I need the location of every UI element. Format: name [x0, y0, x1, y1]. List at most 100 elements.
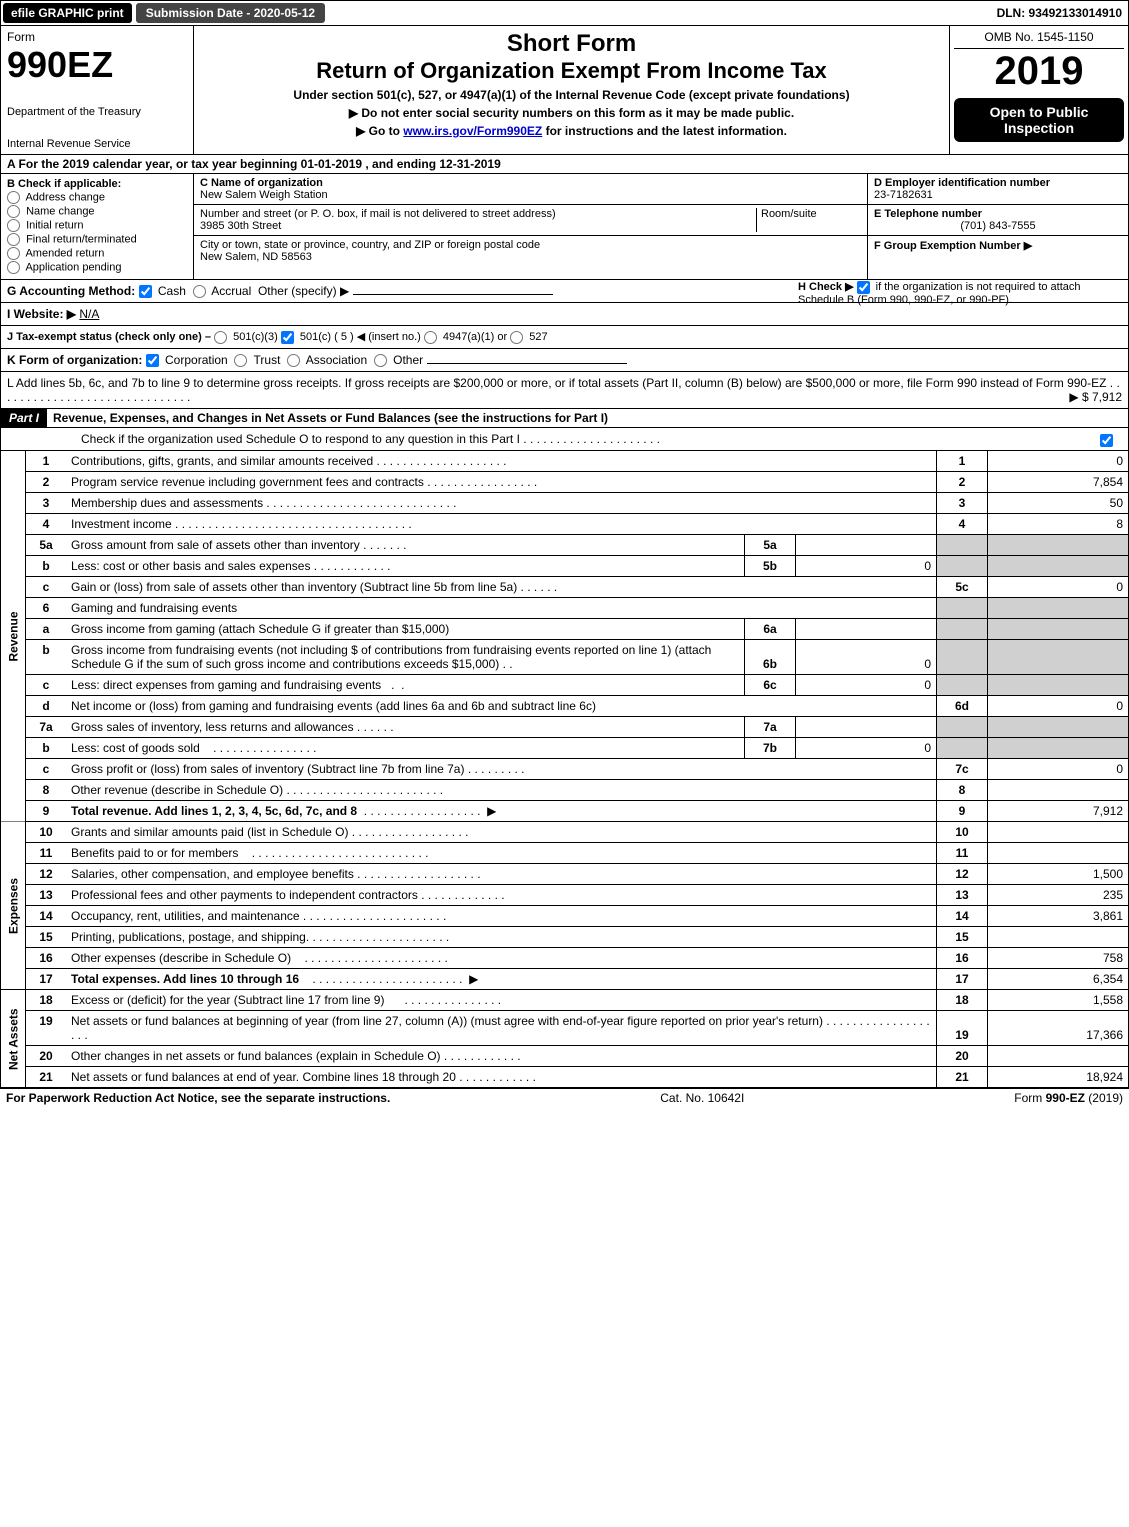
r14-rn: 14	[937, 906, 988, 927]
r7a-in: 7a	[745, 717, 796, 738]
r3-rv: 50	[988, 493, 1129, 514]
line-j: J Tax-exempt status (check only one) – 5…	[0, 326, 1129, 349]
r12-rn: 12	[937, 864, 988, 885]
grey-6b-v	[988, 640, 1129, 675]
info-row: B Check if applicable: Address change Na…	[0, 174, 1129, 280]
opt-initial: Initial return	[26, 219, 83, 231]
r2-num: 2	[26, 472, 67, 493]
form-label: Form	[7, 30, 187, 44]
r5a-desc: Gross amount from sale of assets other t…	[71, 538, 360, 552]
r15-rn: 15	[937, 927, 988, 948]
check-accrual[interactable]	[193, 285, 206, 298]
box-b-title: B Check if applicable:	[7, 178, 187, 190]
r6a-num: a	[26, 619, 67, 640]
r13-rv: 235	[988, 885, 1129, 906]
check-schedule-b[interactable]	[857, 281, 870, 294]
check-501c[interactable]	[281, 331, 294, 344]
submission-date-button[interactable]: Submission Date - 2020-05-12	[136, 3, 325, 23]
r21-rv: 18,924	[988, 1067, 1129, 1088]
r6b-iv: 0	[796, 640, 937, 675]
r6c-iv: 0	[796, 675, 937, 696]
check-527[interactable]	[510, 331, 523, 344]
irs-link[interactable]: www.irs.gov/Form990EZ	[403, 124, 542, 138]
check-trust[interactable]	[234, 354, 247, 367]
check-initial-return[interactable]: Initial return	[7, 219, 187, 232]
paperwork-notice: For Paperwork Reduction Act Notice, see …	[6, 1091, 390, 1105]
grey-7a-v	[988, 717, 1129, 738]
room-suite-label: Room/suite	[756, 208, 861, 232]
r20-num: 20	[26, 1046, 67, 1067]
grey-6c-v	[988, 675, 1129, 696]
r11-rv	[988, 843, 1129, 864]
r6d-num: d	[26, 696, 67, 717]
check-association[interactable]	[287, 354, 300, 367]
check-amended[interactable]: Amended return	[7, 247, 187, 260]
r11-rn: 11	[937, 843, 988, 864]
efile-button[interactable]: efile GRAPHIC print	[3, 3, 132, 23]
check-pending[interactable]: Application pending	[7, 261, 187, 274]
city: New Salem, ND 58563	[200, 251, 312, 263]
i-label: I Website: ▶	[7, 307, 76, 321]
r19-desc: Net assets or fund balances at beginning…	[71, 1014, 823, 1028]
schedule-o-checkbox[interactable]	[1100, 432, 1116, 446]
r13-desc: Professional fees and other payments to …	[71, 888, 418, 902]
r5c-rv: 0	[988, 577, 1129, 598]
ssn-warning: ▶ Do not enter social security numbers o…	[200, 106, 943, 120]
grey-6a-v	[988, 619, 1129, 640]
revenue-side-label: Revenue	[1, 451, 26, 822]
r9-num: 9	[26, 801, 67, 822]
r17-rn: 17	[937, 969, 988, 990]
check-4947[interactable]	[424, 331, 437, 344]
opt-final: Final return/terminated	[26, 233, 137, 245]
r21-num: 21	[26, 1067, 67, 1088]
form-ref: Form 990-EZ (2019)	[1014, 1091, 1123, 1105]
r7a-iv	[796, 717, 937, 738]
r2-desc: Program service revenue including govern…	[71, 475, 424, 489]
r19-rv: 17,366	[988, 1011, 1129, 1046]
r11-num: 11	[26, 843, 67, 864]
r6d-rn: 6d	[937, 696, 988, 717]
r21-rn: 21	[937, 1067, 988, 1088]
check-final-return[interactable]: Final return/terminated	[7, 233, 187, 246]
cash-label: Cash	[158, 284, 186, 298]
city-label: City or town, state or province, country…	[200, 239, 540, 251]
opt-other: Other	[393, 353, 423, 367]
check-501c3[interactable]	[214, 331, 227, 344]
check-address-change[interactable]: Address change	[7, 191, 187, 204]
check-name-change[interactable]: Name change	[7, 205, 187, 218]
dept-treasury: Department of the Treasury	[7, 106, 187, 118]
grey-6-v	[988, 598, 1129, 619]
check-cash[interactable]	[139, 285, 152, 298]
other-field[interactable]	[353, 294, 553, 295]
check-corporation[interactable]	[146, 354, 159, 367]
l-value: ▶ $ 7,912	[1069, 390, 1122, 404]
cat-no: Cat. No. 10642I	[660, 1091, 744, 1105]
addr-label: Number and street (or P. O. box, if mail…	[200, 208, 556, 220]
footer: For Paperwork Reduction Act Notice, see …	[0, 1088, 1129, 1107]
opt-name: Name change	[26, 205, 95, 217]
line-k: K Form of organization: Corporation Trus…	[0, 349, 1129, 372]
r18-rn: 18	[937, 990, 988, 1011]
r7b-iv: 0	[796, 738, 937, 759]
r16-rv: 758	[988, 948, 1129, 969]
r1-num: 1	[26, 451, 67, 472]
r14-desc: Occupancy, rent, utilities, and maintena…	[71, 909, 300, 923]
r10-desc: Grants and similar amounts paid (list in…	[71, 825, 348, 839]
tax-year: 2019	[954, 49, 1124, 94]
r4-rn: 4	[937, 514, 988, 535]
r21-desc: Net assets or fund balances at end of ye…	[71, 1070, 456, 1084]
grey-7b-v	[988, 738, 1129, 759]
g-label: G Accounting Method:	[7, 284, 135, 298]
r4-desc: Investment income	[71, 517, 172, 531]
grey-5b	[937, 556, 988, 577]
r11-desc: Benefits paid to or for members	[71, 846, 238, 860]
r5c-rn: 5c	[937, 577, 988, 598]
check-other-org[interactable]	[374, 354, 387, 367]
r9-desc: Total revenue. Add lines 1, 2, 3, 4, 5c,…	[71, 804, 357, 818]
opt-501c3: 501(c)(3)	[233, 331, 278, 343]
r12-num: 12	[26, 864, 67, 885]
other-org-field[interactable]	[427, 363, 627, 364]
r6b-num: b	[26, 640, 67, 675]
r6a-desc: Gross income from gaming (attach Schedul…	[71, 622, 449, 636]
form-number: 990EZ	[7, 44, 187, 86]
